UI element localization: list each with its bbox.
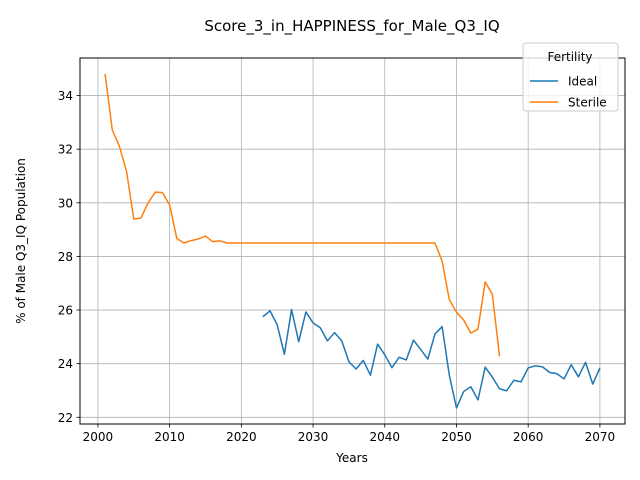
legend-title: Fertility: [547, 50, 592, 64]
y-tick-label: 32: [58, 143, 73, 157]
y-axis-label: % of Male Q3_IQ Population: [14, 158, 28, 324]
x-axis-ticks: 2000 2010 2020 2030 2040 2050 2060 2070: [83, 424, 616, 444]
plot-background: [80, 58, 625, 424]
x-tick-label: 2030: [298, 430, 329, 444]
chart-title: Score_3_in_HAPPINESS_for_Male_Q3_IQ: [204, 17, 499, 36]
y-tick-label: 28: [58, 250, 73, 264]
x-tick-label: 2040: [369, 430, 400, 444]
legend-label-sterile: Sterile: [568, 96, 607, 110]
y-tick-label: 26: [58, 304, 73, 318]
y-axis-ticks: 22 24 26 28 30 32 34: [58, 89, 80, 425]
x-axis-label: Years: [335, 451, 368, 465]
series-line-sterile: [104, 73, 501, 357]
y-tick-label: 34: [58, 89, 73, 103]
x-tick-label: 2050: [441, 430, 472, 444]
x-tick-label: 2020: [226, 430, 257, 444]
grid: [80, 58, 625, 424]
plot-frame: [79, 57, 626, 425]
x-tick-label: 2000: [83, 430, 114, 444]
x-tick-label: 2010: [154, 430, 185, 444]
y-tick-label: 22: [58, 411, 73, 425]
series-line-ideal: [262, 308, 601, 409]
y-tick-label: 30: [58, 196, 73, 210]
series-lines: [104, 73, 601, 409]
y-tick-label: 24: [58, 357, 73, 371]
legend-label-ideal: Ideal: [568, 75, 597, 89]
legend-items: Ideal Sterile: [530, 75, 607, 110]
x-tick-label: 2070: [585, 430, 616, 444]
legend-box: [522, 42, 619, 112]
x-tick-label: 2060: [513, 430, 544, 444]
legend: Fertility Ideal Sterile: [522, 42, 619, 112]
